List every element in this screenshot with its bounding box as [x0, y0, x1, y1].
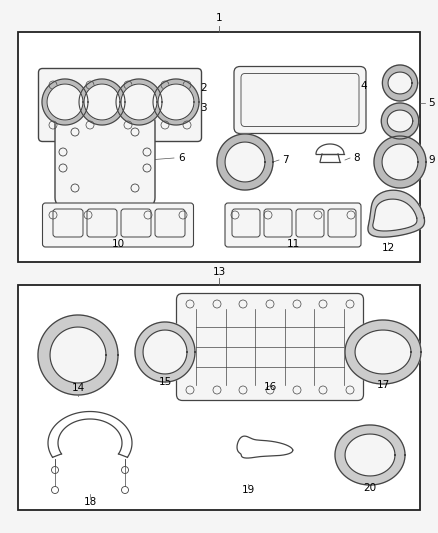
Text: 3: 3	[200, 103, 207, 113]
Text: 5: 5	[428, 98, 434, 108]
Text: 1: 1	[215, 13, 223, 23]
Polygon shape	[355, 330, 411, 374]
Polygon shape	[373, 199, 417, 231]
FancyBboxPatch shape	[225, 203, 361, 247]
Text: 9: 9	[428, 155, 434, 165]
FancyBboxPatch shape	[234, 67, 366, 133]
Polygon shape	[217, 134, 273, 190]
Polygon shape	[382, 144, 418, 180]
Polygon shape	[345, 434, 395, 476]
Text: 11: 11	[286, 239, 300, 249]
Polygon shape	[225, 142, 265, 182]
Polygon shape	[368, 190, 424, 237]
Text: 19: 19	[241, 485, 254, 495]
Polygon shape	[158, 84, 194, 120]
Text: 2: 2	[200, 83, 207, 93]
Polygon shape	[335, 425, 405, 485]
Polygon shape	[47, 84, 83, 120]
FancyBboxPatch shape	[55, 112, 155, 207]
Polygon shape	[143, 330, 187, 374]
Text: 8: 8	[353, 153, 360, 163]
Polygon shape	[388, 72, 412, 94]
Text: 18: 18	[83, 497, 97, 507]
Polygon shape	[382, 65, 417, 101]
Text: 7: 7	[282, 155, 289, 165]
Text: 15: 15	[159, 377, 172, 387]
FancyBboxPatch shape	[39, 69, 201, 141]
Bar	[18, 32, 420, 262]
Text: 6: 6	[178, 153, 185, 163]
Text: 4: 4	[360, 81, 367, 91]
Text: 20: 20	[364, 483, 377, 493]
Bar	[18, 285, 420, 510]
Polygon shape	[42, 79, 88, 125]
Polygon shape	[79, 79, 125, 125]
Text: 14: 14	[71, 383, 85, 393]
Text: 17: 17	[376, 380, 390, 390]
Polygon shape	[345, 320, 421, 384]
Polygon shape	[153, 79, 199, 125]
FancyBboxPatch shape	[177, 294, 364, 400]
Text: 13: 13	[212, 267, 226, 277]
Text: 16: 16	[263, 382, 277, 392]
Text: 10: 10	[111, 239, 124, 249]
Polygon shape	[84, 84, 120, 120]
Polygon shape	[135, 322, 195, 382]
Polygon shape	[374, 136, 426, 188]
FancyBboxPatch shape	[42, 203, 194, 247]
Polygon shape	[116, 79, 162, 125]
Text: 12: 12	[381, 243, 395, 253]
Polygon shape	[50, 327, 106, 383]
Polygon shape	[387, 110, 413, 132]
Polygon shape	[38, 315, 118, 395]
Polygon shape	[381, 103, 419, 139]
Polygon shape	[121, 84, 157, 120]
